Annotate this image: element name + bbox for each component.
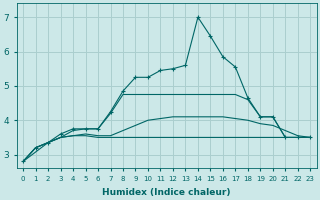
X-axis label: Humidex (Indice chaleur): Humidex (Indice chaleur) [102,188,231,197]
